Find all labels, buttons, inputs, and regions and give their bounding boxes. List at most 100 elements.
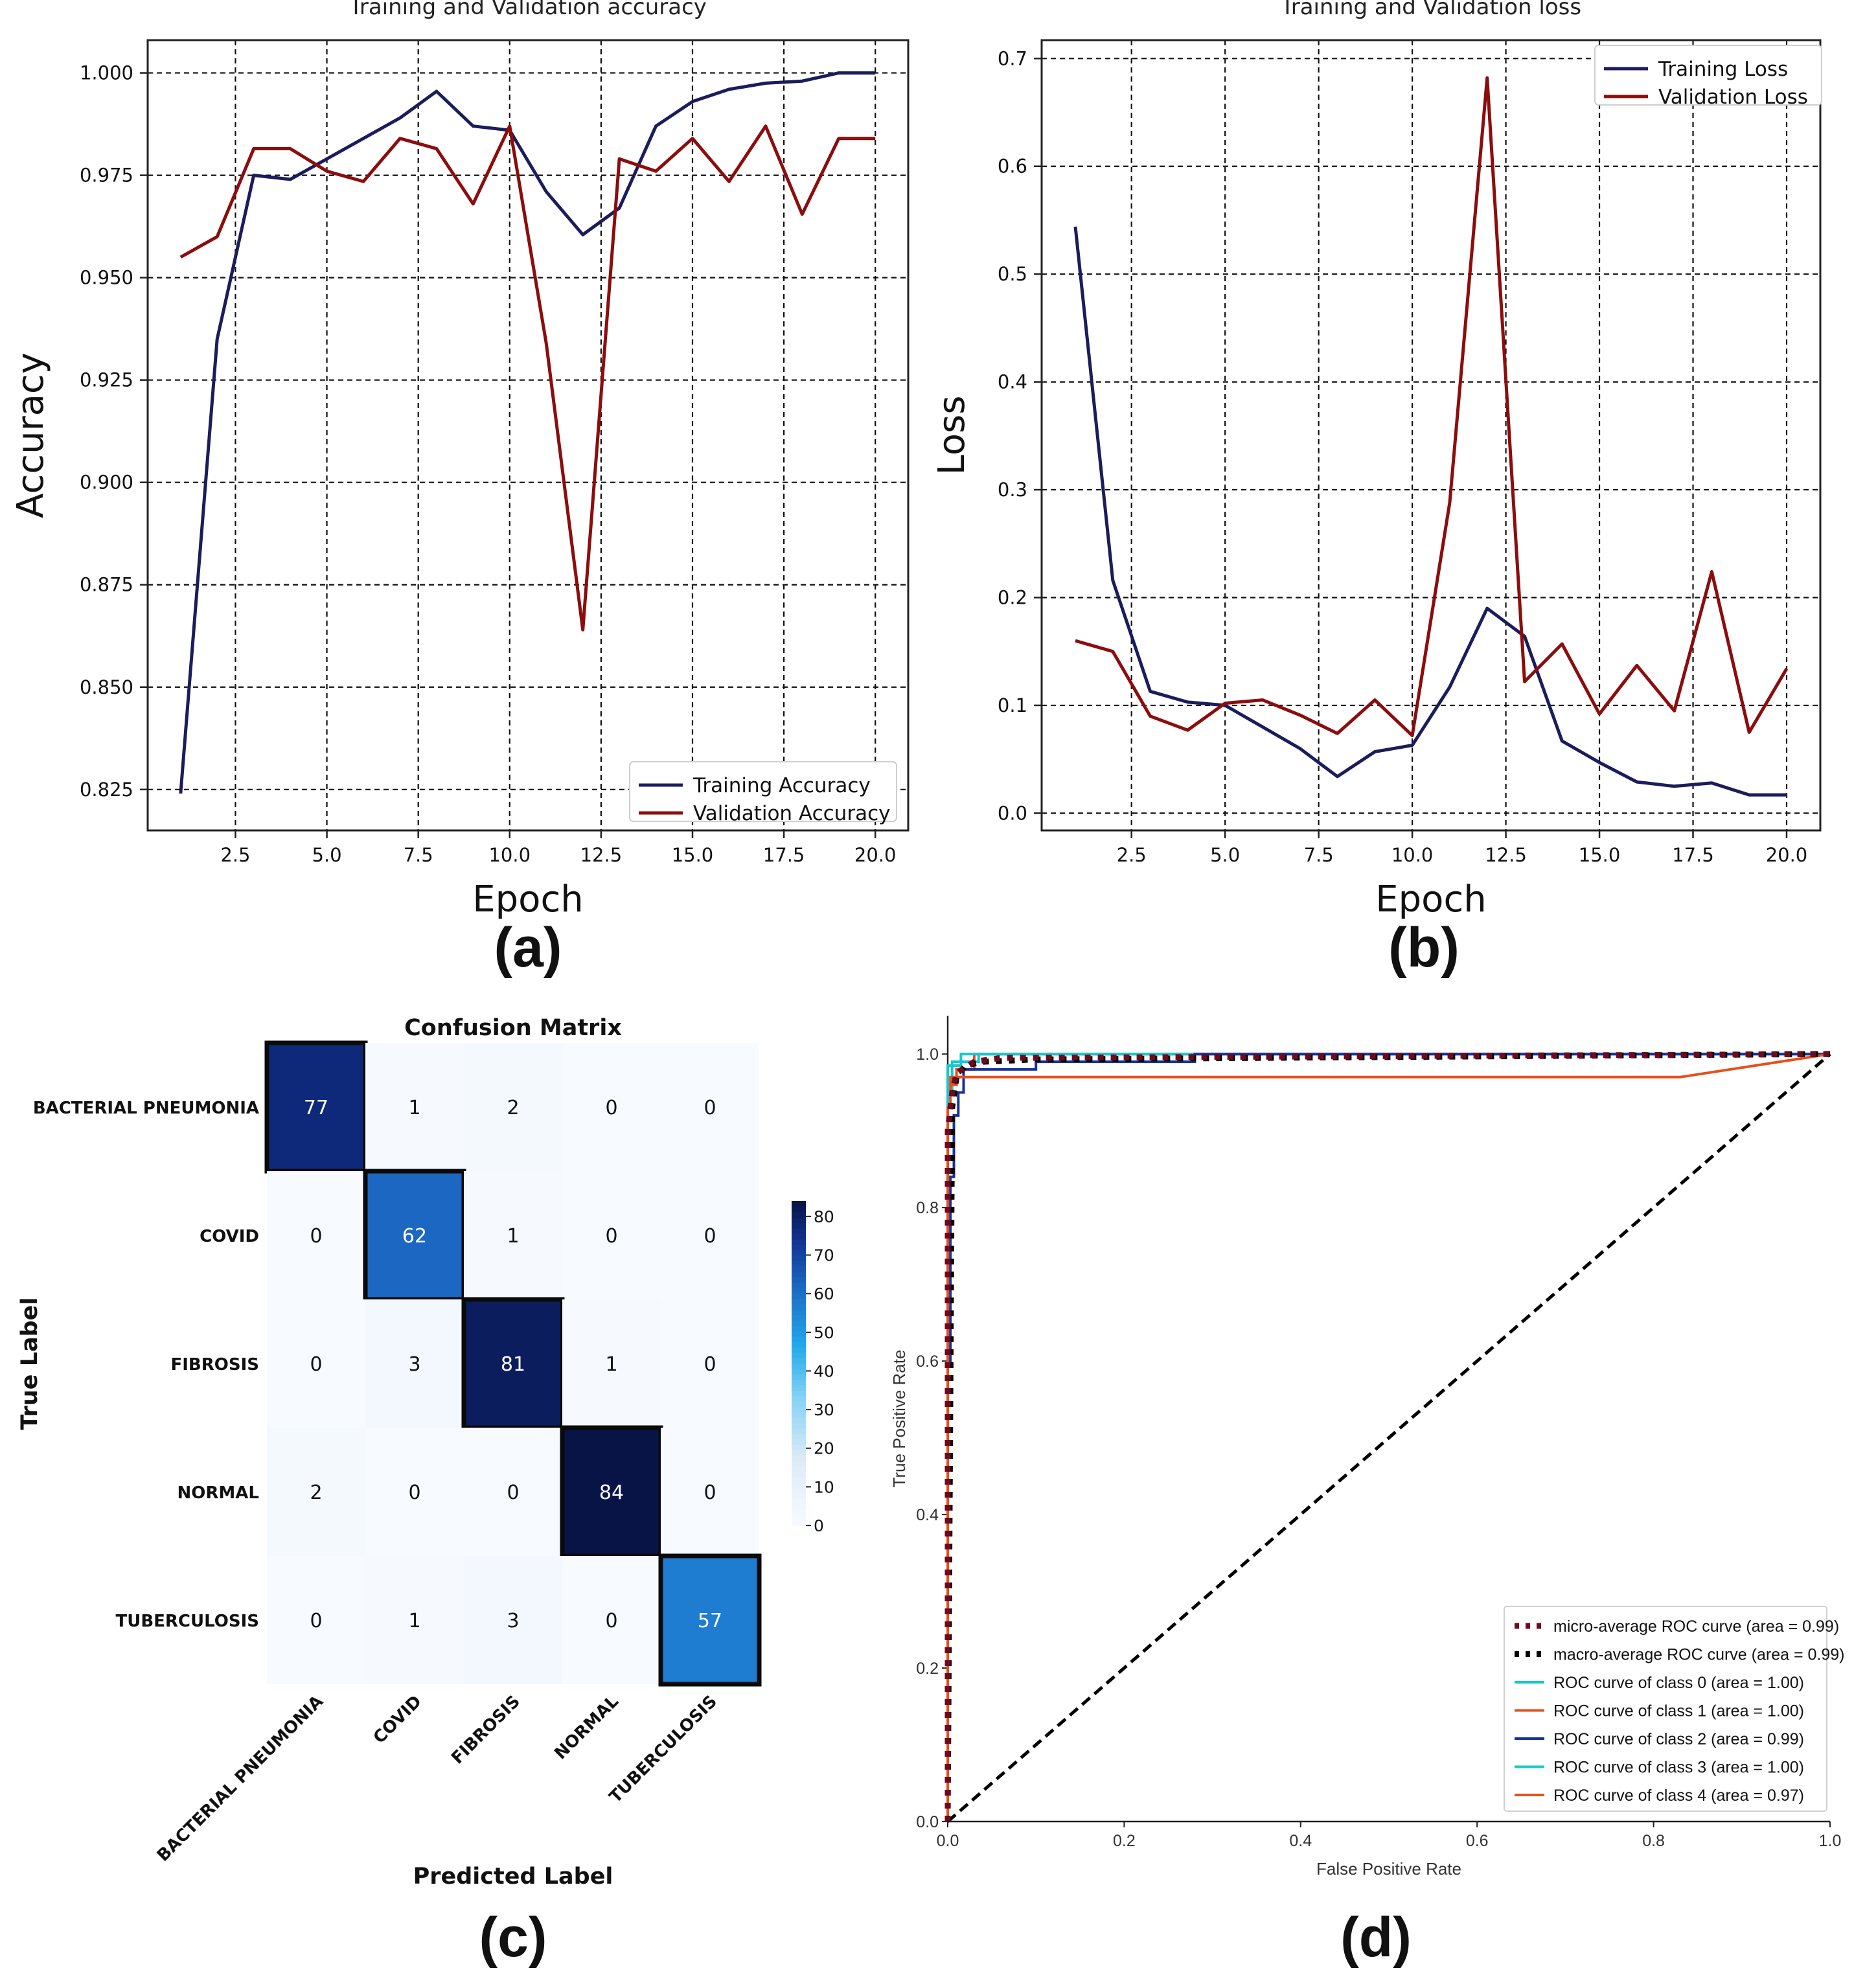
colorbar-segment <box>792 1487 806 1494</box>
matrix-cell-value: 0 <box>310 1353 322 1376</box>
row-label: NORMAL <box>177 1483 259 1503</box>
matrix-cell <box>661 1171 759 1299</box>
y-tick-label: 0.8 <box>916 1199 939 1217</box>
matrix-cell <box>661 1043 759 1171</box>
matrix-cell <box>464 1171 562 1299</box>
matrix-cell-value: 0 <box>605 1610 617 1632</box>
matrix-cell <box>365 1428 464 1556</box>
y-axis-label: Accuracy <box>10 352 52 518</box>
y-tick-label: 0.2 <box>998 586 1027 608</box>
y-tick-label: 0.7 <box>998 47 1027 69</box>
colorbar-segment <box>792 1422 806 1429</box>
x-tick-label: 10.0 <box>488 844 531 866</box>
x-tick-label: 2.5 <box>220 844 250 866</box>
panel-label-b: (b) <box>1388 917 1459 979</box>
matrix-cell-value: 0 <box>704 1481 716 1504</box>
matrix-cell <box>267 1299 365 1428</box>
panel-c-confusion-matrix: 77 1 2 0 00 62 1 0 00 3 81 1 02 0 0 84 00 1 3 0 57BACTERIAL … <box>17 1015 834 1890</box>
legend-label: ROC curve of class 3 (area = 1.00) <box>1553 1759 1804 1777</box>
colorbar-segment <box>792 1352 806 1358</box>
colorbar-segment <box>792 1358 806 1364</box>
x-tick-label: 2.5 <box>1117 844 1147 866</box>
colorbar-segment <box>792 1509 806 1516</box>
colorbar-segment <box>792 1374 806 1380</box>
y-axis-label: Loss <box>931 396 973 475</box>
x-tick-label: 12.5 <box>580 844 623 866</box>
x-tick-label: 0.6 <box>1466 1832 1489 1850</box>
panel-a-accuracy-chart: 2.5 5.0 7.5 10.0 12.5 15.0 17.5 20.0 0.825 0.850 0… <box>10 0 910 920</box>
matrix-cell <box>562 1171 661 1299</box>
y-tick-label: 0.5 <box>998 263 1027 285</box>
matrix-cell-value: 81 <box>501 1353 525 1376</box>
panel-label-d: (d) <box>1340 1906 1412 1969</box>
colorbar-segment <box>792 1514 806 1521</box>
y-axis-label: True Positive Rate <box>889 1350 909 1488</box>
legend-box <box>1594 45 1822 106</box>
colorbar-segment <box>792 1342 806 1348</box>
colorbar-segment <box>792 1460 806 1467</box>
matrix-cell-value: 3 <box>507 1610 519 1632</box>
colorbar-segment <box>792 1492 806 1500</box>
matrix-cell <box>264 1040 368 1174</box>
matrix-cell-value: 0 <box>310 1610 322 1632</box>
matrix-cell-value: 3 <box>408 1353 420 1376</box>
colorbar-segment <box>792 1298 806 1305</box>
colorbar-segment <box>792 1271 806 1277</box>
y-tick-label: 1.000 <box>80 62 133 84</box>
colorbar-segment <box>792 1211 806 1218</box>
colorbar-tick-label: 40 <box>814 1362 834 1380</box>
colorbar-segment <box>792 1400 806 1408</box>
colorbar-segment <box>792 1331 806 1337</box>
x-tick-label: 7.5 <box>404 844 433 866</box>
chart-title: Training and Validation accuracy <box>349 0 707 20</box>
matrix-cell <box>365 1299 464 1428</box>
y-tick-label: 0.0 <box>916 1813 939 1831</box>
row-label: BACTERIAL PNEUMONIA <box>33 1099 259 1118</box>
x-tick-label: 20.0 <box>854 844 897 866</box>
x-tick-label: 7.5 <box>1304 844 1334 866</box>
matrix-cell <box>464 1556 562 1684</box>
panel-label-a: (a) <box>494 917 562 979</box>
colorbar-segment <box>792 1303 806 1310</box>
x-tick-label: 15.0 <box>1579 844 1621 866</box>
legend-label: Validation Accuracy <box>693 802 890 825</box>
colorbar-tick-label: 50 <box>814 1323 834 1342</box>
y-tick-label: 0.975 <box>80 165 133 187</box>
x-tick-label: 17.5 <box>763 844 805 866</box>
matrix-cell-value: 2 <box>507 1097 519 1119</box>
matrix-cell-value: 84 <box>599 1481 624 1504</box>
colorbar-segment <box>792 1411 806 1418</box>
matrix-cell-value: 0 <box>408 1481 420 1504</box>
matrix-cell-value: 0 <box>310 1225 322 1248</box>
colorbar-segment <box>792 1222 806 1229</box>
series-line-val <box>1075 76 1789 737</box>
x-axis-label: Predicted Label <box>413 1864 613 1890</box>
x-axis-label: False Positive Rate <box>1316 1859 1461 1879</box>
colorbar-segment <box>792 1476 806 1483</box>
colorbar-segment <box>792 1320 806 1326</box>
y-tick-label: 0.3 <box>998 479 1027 501</box>
colorbar-segment <box>792 1276 806 1283</box>
matrix-cell <box>661 1299 759 1428</box>
colorbar-segment <box>792 1466 806 1472</box>
legend-label: ROC curve of class 4 (area = 0.97) <box>1553 1787 1804 1805</box>
colorbar-segment <box>792 1450 806 1456</box>
colorbar-segment <box>792 1363 806 1369</box>
matrix-cell-value: 0 <box>507 1481 519 1504</box>
matrix-cell <box>464 1428 562 1556</box>
colorbar-segment <box>792 1379 806 1386</box>
matrix-cell <box>661 1428 759 1556</box>
x-tick-label: 5.0 <box>1210 844 1240 866</box>
matrix-cell-value: 77 <box>304 1097 328 1119</box>
column-label: TUBERCULOSIS <box>606 1692 721 1807</box>
colorbar-segment <box>792 1390 806 1397</box>
colorbar-segment <box>792 1244 806 1250</box>
colorbar-segment <box>792 1395 806 1402</box>
matrix-cell-value: 0 <box>605 1097 617 1119</box>
colorbar-tick-label: 20 <box>814 1439 834 1458</box>
plot-frame <box>1040 39 1822 832</box>
colorbar-segment <box>792 1455 806 1461</box>
x-tick-label: 0.4 <box>1289 1832 1312 1850</box>
y-axis-label: True Label <box>17 1297 43 1430</box>
colorbar-segment <box>792 1471 806 1478</box>
